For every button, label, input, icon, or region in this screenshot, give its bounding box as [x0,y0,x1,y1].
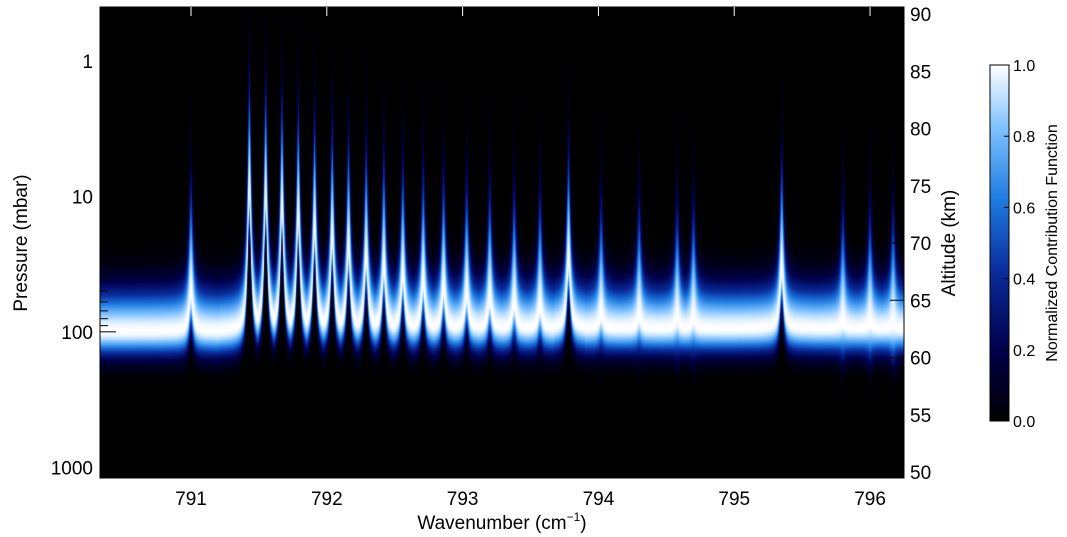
pressure-tick-label: 1000 [51,458,93,479]
altitude-tick-label: 80 [910,120,931,141]
altitude-tick-label: 65 [910,291,931,312]
heatmap-area [100,7,904,478]
colorbar-tick-label: 0.6 [1013,200,1035,217]
pressure-axis-ticks: 1 10 100 1000 [51,6,116,479]
colorbar [989,64,1010,422]
altitude-tick-label: 60 [910,349,931,370]
colorbar-tick-label: 0.8 [1013,129,1035,146]
colorbar-label: Normalized Contribution Function [1044,124,1061,361]
pressure-axis-label: Pressure (mbar) [11,174,32,311]
altitude-tick-label: 75 [910,177,931,198]
altitude-tick-label: 55 [910,406,931,427]
x-tick-label: 795 [718,489,750,510]
altitude-axis-ticks: 90 85 80 75 70 65 60 55 50 [890,5,931,484]
altitude-tick-label: 85 [910,62,931,83]
x-tick-label: 793 [447,489,479,510]
pressure-tick-label: 10 [72,187,93,208]
colorbar-tick-label: 1.0 [1013,58,1035,75]
altitude-tick-label: 50 [910,463,931,484]
x-tick-label: 794 [583,489,615,510]
pressure-tick-label: 1 [82,52,93,73]
colorbar-tick-label: 0.0 [1013,414,1035,431]
colorbar-tick-label: 0.2 [1013,343,1035,360]
altitude-tick-label: 90 [910,5,931,26]
x-tick-label: 791 [175,489,207,510]
x-axis-ticks: 791 792 793 794 795 796 [175,7,886,510]
altitude-axis-label: Altitude (km) [939,190,960,297]
colorbar-tick-label: 0.4 [1013,272,1035,289]
colorbar-ticks: 1.0 0.8 0.6 0.4 0.2 0.0 [1004,58,1035,431]
heatmap-canvas [100,7,904,478]
x-tick-label: 796 [854,489,886,510]
x-tick-label: 792 [311,489,343,510]
altitude-tick-label: 70 [910,234,931,255]
pressure-tick-label: 100 [61,323,93,344]
x-axis-label: Wavenumber (cm−1) [417,510,586,534]
